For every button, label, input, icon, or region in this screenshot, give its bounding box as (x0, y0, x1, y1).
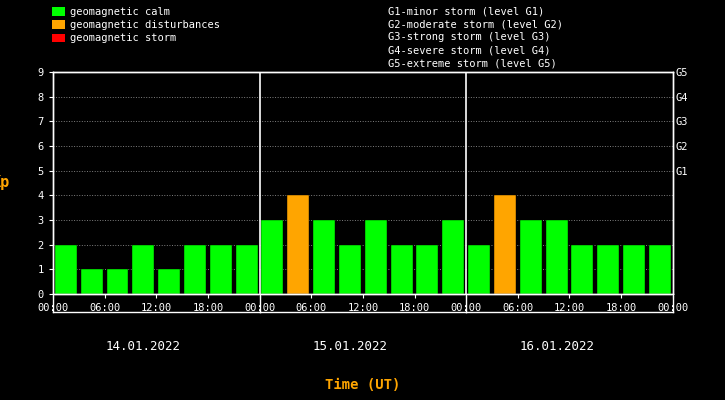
Bar (80, 269, 103, 294)
Bar (236, 245, 257, 294)
Bar (623, 245, 645, 294)
Text: Kp: Kp (0, 176, 9, 190)
Text: 14.01.2022: 14.01.2022 (106, 340, 181, 352)
Bar (158, 269, 180, 294)
Bar (184, 245, 206, 294)
Text: Time (UT): Time (UT) (325, 378, 400, 392)
Bar (262, 220, 283, 294)
Bar (649, 245, 671, 294)
Bar (55, 245, 77, 294)
Bar (210, 245, 232, 294)
Bar (365, 220, 386, 294)
Bar (442, 220, 464, 294)
Bar (107, 269, 128, 294)
Bar (597, 245, 619, 294)
Bar (546, 220, 568, 294)
Bar (494, 195, 516, 294)
Bar (416, 245, 439, 294)
Bar (339, 245, 361, 294)
Bar (391, 245, 413, 294)
Text: 15.01.2022: 15.01.2022 (312, 340, 387, 352)
Bar (520, 220, 542, 294)
Bar (571, 245, 593, 294)
Text: G1-minor storm (level G1)
G2-moderate storm (level G2)
G3-strong storm (level G3: G1-minor storm (level G1) G2-moderate st… (388, 6, 563, 69)
Bar (287, 195, 310, 294)
Bar (313, 220, 335, 294)
Bar (468, 245, 490, 294)
Legend: geomagnetic calm, geomagnetic disturbances, geomagnetic storm: geomagnetic calm, geomagnetic disturbanc… (52, 7, 220, 44)
Text: 16.01.2022: 16.01.2022 (519, 340, 594, 352)
Bar (133, 245, 154, 294)
